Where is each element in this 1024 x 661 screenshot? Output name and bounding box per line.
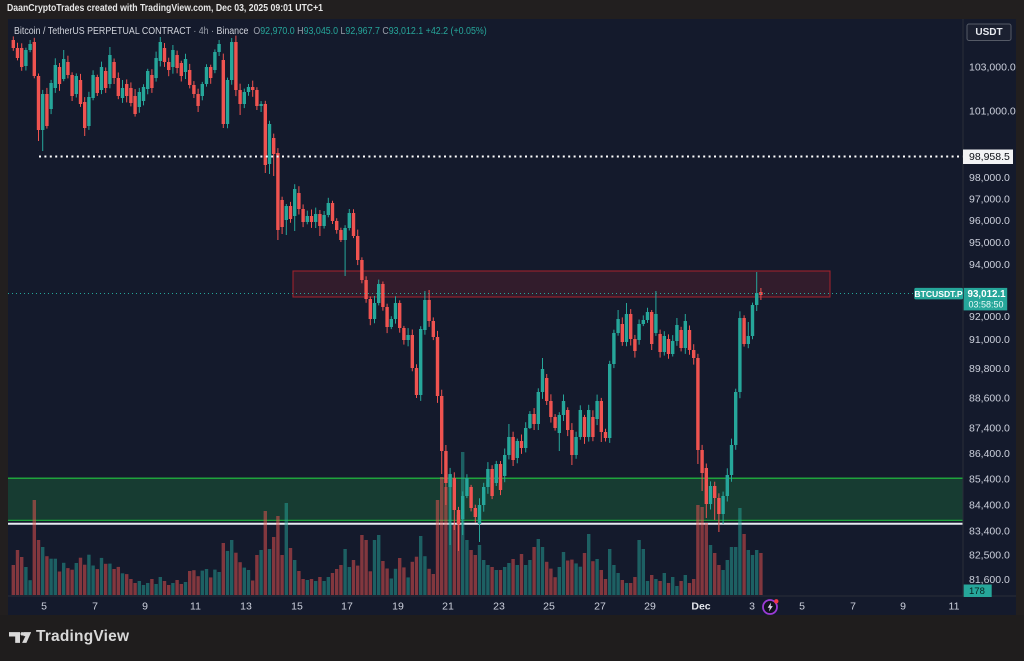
svg-text:81,600.0: 81,600.0 xyxy=(969,574,1010,586)
svg-text:17: 17 xyxy=(341,601,353,613)
svg-text:7: 7 xyxy=(92,601,98,613)
svg-text:USDT: USDT xyxy=(975,27,1002,38)
svg-text:93,012.1: 93,012.1 xyxy=(968,289,1007,300)
svg-text:95,000.0: 95,000.0 xyxy=(969,237,1010,249)
svg-text:15: 15 xyxy=(291,601,303,613)
svg-text:5: 5 xyxy=(41,601,47,613)
svg-text:178: 178 xyxy=(969,586,985,597)
svg-text:7: 7 xyxy=(850,601,856,613)
svg-text:98,000.0: 98,000.0 xyxy=(969,172,1010,184)
svg-text:84,400.0: 84,400.0 xyxy=(969,500,1010,512)
svg-text:86,400.0: 86,400.0 xyxy=(969,448,1010,460)
svg-text:11: 11 xyxy=(190,601,201,613)
svg-text:23: 23 xyxy=(493,601,505,613)
svg-text:88,600.0: 88,600.0 xyxy=(969,393,1010,405)
svg-text:91,000.0: 91,000.0 xyxy=(969,334,1010,346)
svg-text:27: 27 xyxy=(594,601,606,613)
svg-text:3: 3 xyxy=(749,601,755,613)
svg-text:13: 13 xyxy=(240,601,252,613)
svg-text:89,800.0: 89,800.0 xyxy=(969,363,1010,375)
svg-text:29: 29 xyxy=(644,601,656,613)
svg-text:92,000.0: 92,000.0 xyxy=(969,311,1010,323)
svg-text:82,500.0: 82,500.0 xyxy=(969,550,1010,562)
svg-text:Dec: Dec xyxy=(691,601,710,613)
svg-text:83,400.0: 83,400.0 xyxy=(969,526,1010,538)
svg-text:96,000.0: 96,000.0 xyxy=(969,215,1010,227)
svg-text:9: 9 xyxy=(142,601,148,613)
svg-text:103,000.0: 103,000.0 xyxy=(969,62,1016,74)
svg-text:19: 19 xyxy=(392,601,404,613)
svg-text:BTCUSDT.P: BTCUSDT.P xyxy=(914,289,962,299)
svg-text:94,000.0: 94,000.0 xyxy=(969,259,1010,271)
svg-text:11: 11 xyxy=(949,601,960,613)
svg-text:87,400.0: 87,400.0 xyxy=(969,423,1010,435)
svg-text:101,000.0: 101,000.0 xyxy=(969,106,1016,118)
svg-text:03:58:50: 03:58:50 xyxy=(969,299,1004,309)
svg-text:5: 5 xyxy=(799,601,805,613)
svg-text:25: 25 xyxy=(543,601,555,613)
svg-text:98,958.5: 98,958.5 xyxy=(969,151,1010,163)
svg-text:21: 21 xyxy=(442,601,454,613)
svg-text:9: 9 xyxy=(900,601,906,613)
svg-text:85,400.0: 85,400.0 xyxy=(969,474,1010,486)
svg-text:97,000.0: 97,000.0 xyxy=(969,194,1010,206)
